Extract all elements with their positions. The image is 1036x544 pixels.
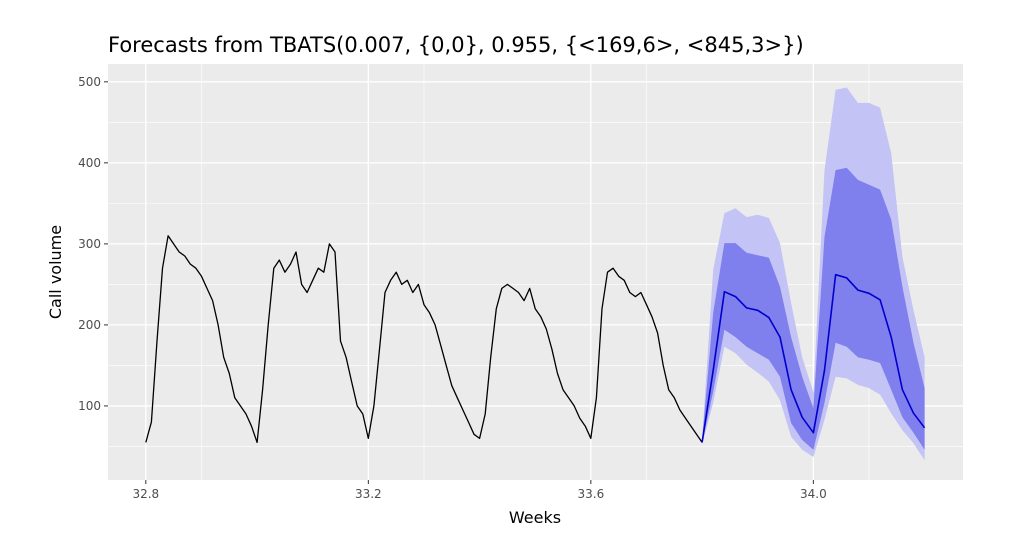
y-axis-label: Call volume xyxy=(46,225,65,319)
prediction-interval-80 xyxy=(702,167,925,450)
y-tick-label: 100 xyxy=(78,399,101,413)
x-tick-label: 33.2 xyxy=(355,487,382,501)
forecast-bands xyxy=(702,87,925,461)
y-tick-label: 500 xyxy=(78,75,101,89)
x-tick-label: 34.0 xyxy=(800,487,827,501)
x-tick-label: 32.8 xyxy=(132,487,159,501)
y-tick-label: 200 xyxy=(78,318,101,332)
forecast-mean-line xyxy=(701,273,926,443)
y-axis: 100 200 300 400 500 xyxy=(78,75,108,413)
history-line xyxy=(145,235,703,444)
prediction-interval-95 xyxy=(702,87,925,461)
x-tick-label: 33.6 xyxy=(577,487,604,501)
series-lines xyxy=(145,235,926,444)
x-axis-label: Weeks xyxy=(509,508,561,527)
chart-title: Forecasts from TBATS(0.007, {0,0}, 0.955… xyxy=(108,33,804,57)
x-axis: 32.8 33.2 33.6 34.0 xyxy=(132,480,827,501)
y-tick-label: 300 xyxy=(78,237,101,251)
y-tick-label: 400 xyxy=(78,156,101,170)
